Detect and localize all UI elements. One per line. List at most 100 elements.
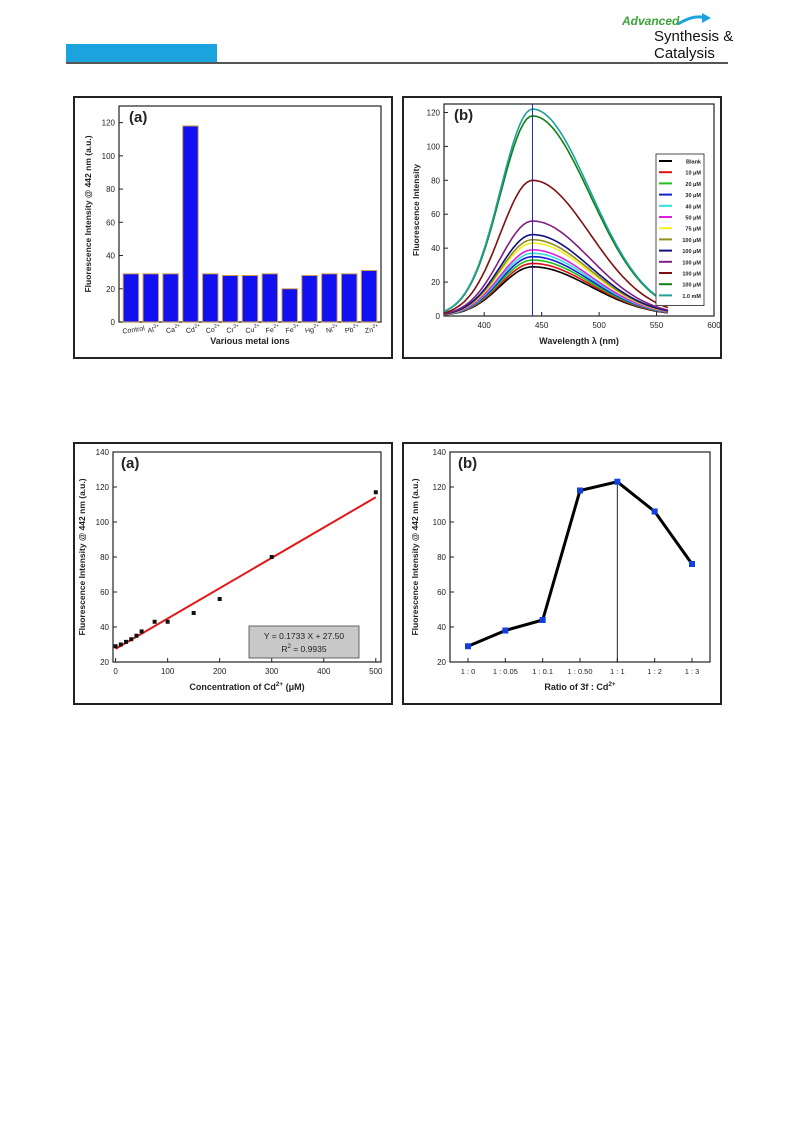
x-tick-label: 1 : 0.50 (567, 667, 592, 676)
logo-advanced: Advanced (622, 14, 680, 28)
x-tick-label: Co2+ (205, 323, 221, 335)
x-tick-label: Cd2+ (185, 323, 201, 335)
legend-entry: 100 μM (682, 238, 701, 244)
legend-box (655, 153, 705, 307)
x-tick-label: 1 : 0 (461, 667, 476, 676)
data-point (124, 639, 129, 644)
chart-panel-ratio: 20 40 60 80 100 120 140 1 : 0 1 : 0.05 1 : 0.1 1 :… (402, 442, 722, 705)
y-tick-label: 80 (106, 185, 115, 194)
x-tick-label: 500 (592, 321, 606, 330)
bar (122, 273, 140, 323)
y-tick-label: 60 (100, 588, 109, 597)
header-rule (66, 62, 728, 64)
fit-line (115, 496, 377, 650)
bar (360, 269, 378, 323)
fit-r-squared: R2 = 0.9935 (281, 644, 326, 654)
panel-label: (a) (121, 455, 139, 472)
bar (281, 288, 298, 323)
x-tick-label: 1 : 0.1 (532, 667, 553, 676)
data-point (152, 619, 157, 624)
legend-entry: 100 μM (682, 272, 701, 278)
legend-entry: 50 μM (685, 216, 701, 222)
y-tick-label: 80 (437, 553, 446, 562)
y-axis-label: Fluorescence Intensity @ 442 nm (a.u.) (410, 478, 420, 635)
bar (301, 274, 318, 323)
x-tick-label: 550 (650, 321, 664, 330)
data-point (191, 611, 196, 615)
x-tick-label: Ni2+ (325, 323, 339, 335)
y-tick-label: 40 (106, 252, 115, 261)
y-tick-label: 20 (431, 278, 440, 287)
y-tick-label: 100 (96, 518, 110, 527)
data-point (539, 617, 546, 623)
data-point (139, 629, 144, 634)
data-point (165, 619, 170, 624)
spectra-group (444, 108, 669, 316)
legend-entry: 1.0 mM (682, 294, 701, 300)
bar-chart-metal-ions: 0 20 40 60 80 100 120 Control Al3+ Ca2+ Cd2+ Co2+ Cr… (83, 105, 382, 346)
logo-line-1: Synthesis & (654, 28, 734, 45)
x-tick-label: Fe2+ (265, 323, 280, 335)
y-tick-label: 20 (437, 658, 446, 667)
y-tick-label: 40 (100, 623, 109, 632)
x-tick-label: 0 (113, 667, 118, 676)
journal-logo: Advanced Synthesis & Catalysis (612, 12, 734, 62)
emission-spectra-chart: 0 20 40 60 80 100 120 400 450 500 550 600 Blank 10 μM… (411, 103, 720, 346)
x-tick-label: 1 : 1 (610, 667, 625, 676)
data-point (113, 644, 118, 649)
fit-equation-box (248, 625, 360, 659)
x-tick-label: Zn2+ (364, 323, 379, 335)
data-point (269, 555, 274, 559)
header-accent-bar (66, 44, 217, 62)
x-tick-label: Control (122, 325, 146, 335)
y-tick-label: 60 (437, 588, 446, 597)
bar (261, 273, 279, 323)
job-ratio-chart: 20 40 60 80 100 120 140 1 : 0 1 : 0.05 1 : 0.1 1 :… (410, 448, 711, 692)
bar (162, 273, 179, 323)
y-tick-label: 120 (433, 483, 447, 492)
y-axis-label: Fluorescence Intensity (411, 164, 421, 256)
x-tick-label: 1 : 3 (685, 667, 700, 676)
x-tick-label: Cr3+ (226, 323, 240, 335)
x-tick-label: 400 (317, 667, 331, 676)
x-tick-label: 1 : 2 (647, 667, 662, 676)
y-tick-label: 0 (111, 318, 116, 327)
data-point (651, 508, 658, 515)
legend-entry: Blank (686, 160, 702, 166)
bar (182, 125, 199, 323)
x-axis-label: Various metal ions (210, 336, 290, 346)
x-tick-label: 450 (535, 321, 549, 330)
y-tick-label: 140 (96, 448, 110, 457)
chart-panel-calibration: 20 40 60 80 100 120 140 0 100 200 300 400 500 Y = 0.1… (73, 442, 393, 705)
data-point (129, 637, 134, 642)
y-tick-label: 100 (102, 152, 116, 161)
ratio-series-line (467, 480, 694, 648)
chart-panel-bar: 0 20 40 60 80 100 120 Control Al3+ Ca2+ Cd2+ Co2+ Cr… (73, 96, 393, 359)
x-tick-label: 200 (213, 667, 227, 676)
x-tick-label: Cu2+ (245, 323, 261, 335)
x-tick-label: 1 : 0.05 (493, 667, 518, 676)
data-point (614, 478, 621, 485)
y-tick-label: 80 (100, 553, 109, 562)
y-tick-label: 40 (437, 623, 446, 632)
spectrum-line (444, 249, 669, 316)
x-tick-label: 300 (265, 667, 279, 676)
plot-frame (449, 451, 711, 663)
x-tick-label: 500 (369, 667, 383, 676)
y-tick-label: 0 (436, 312, 441, 321)
y-tick-label: 60 (431, 210, 440, 219)
panel-label: (b) (458, 455, 477, 472)
bar (221, 274, 239, 323)
y-tick-label: 60 (106, 218, 115, 227)
x-tick-label: 600 (707, 321, 720, 330)
x-axis-label: Concentration of Cd2+ (μM) (189, 681, 304, 692)
data-point (577, 487, 583, 494)
fit-equation: Y = 0.1733 X + 27.50 (264, 631, 344, 641)
spectrum-line (444, 233, 669, 315)
data-point (689, 561, 695, 567)
legend-entry: 100 μM (682, 283, 701, 289)
data-point (465, 643, 471, 650)
y-tick-label: 100 (433, 518, 447, 527)
y-tick-label: 40 (431, 244, 440, 253)
x-tick-label: Hg2+ (304, 323, 320, 335)
